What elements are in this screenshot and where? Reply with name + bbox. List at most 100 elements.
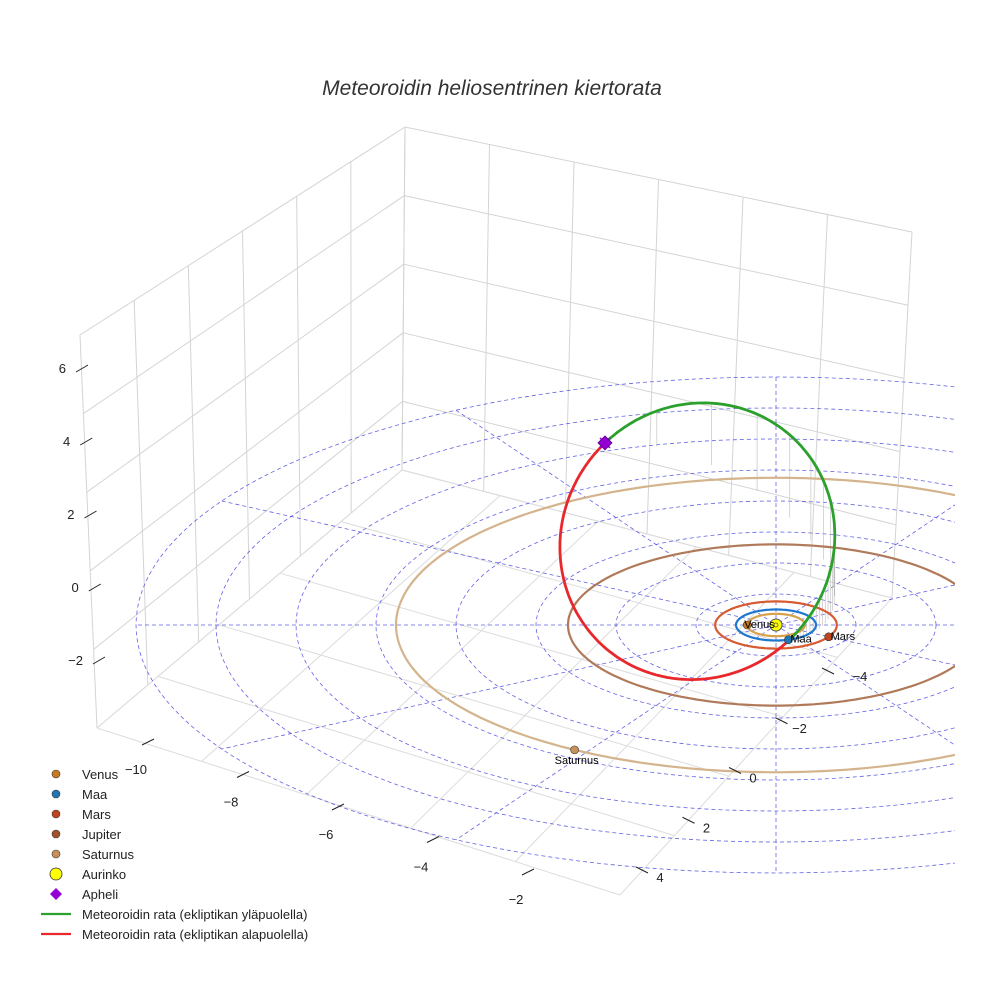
floor-gridline xyxy=(305,520,599,796)
back-right-gridline xyxy=(401,126,406,471)
legend-label: Aurinko xyxy=(82,867,126,882)
back-right-gridline xyxy=(728,196,744,556)
back-left-gridline xyxy=(242,230,250,600)
y-tick-mark xyxy=(635,866,649,874)
z-tick-mark xyxy=(75,364,89,373)
back-right-gridline xyxy=(404,195,909,306)
planet-orbit xyxy=(734,608,818,642)
x-tick-mark xyxy=(236,771,250,778)
y-tick-label: 4 xyxy=(656,870,663,885)
back-right-gridline xyxy=(403,263,905,379)
x-tick-mark xyxy=(331,803,345,811)
legend-entry: Jupiter xyxy=(51,827,122,842)
y-tick-mark xyxy=(775,717,788,725)
planet-label: Maa xyxy=(790,634,812,646)
legend-entry: Aurinko xyxy=(49,867,126,882)
back-left-gridline xyxy=(83,195,405,415)
z-tick-label: 4 xyxy=(63,434,70,449)
legend-label: Maa xyxy=(82,787,108,802)
z-tick-mark xyxy=(79,437,93,446)
z-tick-mark xyxy=(88,583,102,592)
planet-label: Mars xyxy=(831,631,856,643)
legend-dot xyxy=(51,769,61,779)
plot-area: Venus Maa Mars Saturnus xyxy=(135,376,984,874)
legend-diamond xyxy=(50,888,62,900)
z-tick-label: 0 xyxy=(72,580,79,595)
legend-label: Meteoroidin rata (ekliptikan alapuolella… xyxy=(82,927,308,942)
back-left-gridline xyxy=(187,265,200,643)
planet-marker xyxy=(980,621,984,629)
back-left-gridline xyxy=(296,196,301,557)
legend-dot xyxy=(51,829,61,839)
legend-label: Jupiter xyxy=(82,827,122,842)
legend-label: Mars xyxy=(82,807,111,822)
planet-orbit xyxy=(394,476,955,774)
x-tick-label: −8 xyxy=(224,795,239,810)
legend-dot xyxy=(51,809,61,819)
x-tick-label: −6 xyxy=(319,827,334,842)
legend-entry: Venus xyxy=(51,767,119,782)
y-tick-label: −4 xyxy=(853,669,868,684)
legend-dot xyxy=(51,849,61,859)
ecliptic-grid-ring xyxy=(535,531,955,719)
sun-marker xyxy=(769,618,783,632)
z-tick-label: 2 xyxy=(67,507,74,522)
meteoroid-orbit-above xyxy=(604,401,837,641)
legend-label: Apheli xyxy=(82,887,118,902)
floor-gridline xyxy=(96,469,403,729)
back-left-gridline xyxy=(89,332,404,572)
floor-gridline xyxy=(218,624,729,777)
z-tick-label: −2 xyxy=(68,653,83,668)
floor-gridline xyxy=(619,597,893,896)
axes-box xyxy=(79,126,913,896)
legend-sun-dot xyxy=(49,867,63,881)
z-tick-mark xyxy=(84,510,97,519)
x-tick-mark xyxy=(141,738,155,746)
y-tick-mark xyxy=(682,816,695,824)
axis-ticks: −2 0 2 4 6 −10 −8 −6 −4 −2 −4 −2 0 2 4 xyxy=(59,361,868,907)
floor-gridline xyxy=(157,675,675,837)
planet-marker xyxy=(784,635,793,645)
legend-entry: Apheli xyxy=(50,887,118,902)
back-left-gridline xyxy=(133,300,149,686)
legend: Venus Maa Mars Jupiter Saturnus Aurinko Apheli… xyxy=(41,767,308,942)
x-tick-label: −2 xyxy=(509,892,524,907)
ecliptic-grid-ring xyxy=(135,376,955,874)
sun-marker-core xyxy=(773,622,779,628)
back-right-gridline xyxy=(564,161,575,513)
planet-label: Saturnus xyxy=(555,755,600,767)
floor-gridline xyxy=(96,727,621,896)
back-left-gridline xyxy=(93,401,403,650)
back-right-gridline xyxy=(646,179,659,535)
planet-label: Venus xyxy=(744,619,775,631)
planet-orbit xyxy=(714,600,838,650)
back-right-gridline xyxy=(891,231,913,599)
back-right-gridline xyxy=(402,400,897,526)
floor-gridline xyxy=(515,572,795,862)
floor-gridline xyxy=(410,546,697,829)
floor-gridline xyxy=(401,469,893,599)
back-left-gridline xyxy=(79,126,406,336)
legend-entry: Meteoroidin rata (ekliptikan alapuolella… xyxy=(41,927,308,942)
legend-label: Venus xyxy=(82,767,119,782)
x-tick-mark xyxy=(426,836,440,843)
legend-label: Meteoroidin rata (ekliptikan yläpuolella… xyxy=(82,907,307,922)
legend-label: Saturnus xyxy=(82,847,135,862)
back-right-gridline xyxy=(403,332,901,453)
y-tick-label: 0 xyxy=(749,771,756,786)
planet-marker xyxy=(570,745,579,755)
back-left-gridline xyxy=(79,334,98,729)
meteoroid-orbit-below xyxy=(558,441,791,681)
back-right-gridline xyxy=(483,144,490,492)
x-tick-mark xyxy=(521,868,535,876)
z-tick-mark xyxy=(92,656,106,665)
legend-entry: Maa xyxy=(51,787,108,802)
y-tick-mark xyxy=(728,767,742,774)
x-tick-label: −10 xyxy=(125,762,147,777)
planet-marker xyxy=(742,620,752,630)
chart-title: Meteoroidin heliosentrinen kiertorata xyxy=(322,77,662,100)
legend-dot xyxy=(51,789,61,799)
y-tick-mark xyxy=(821,667,835,675)
legend-entry: Saturnus xyxy=(51,847,135,862)
